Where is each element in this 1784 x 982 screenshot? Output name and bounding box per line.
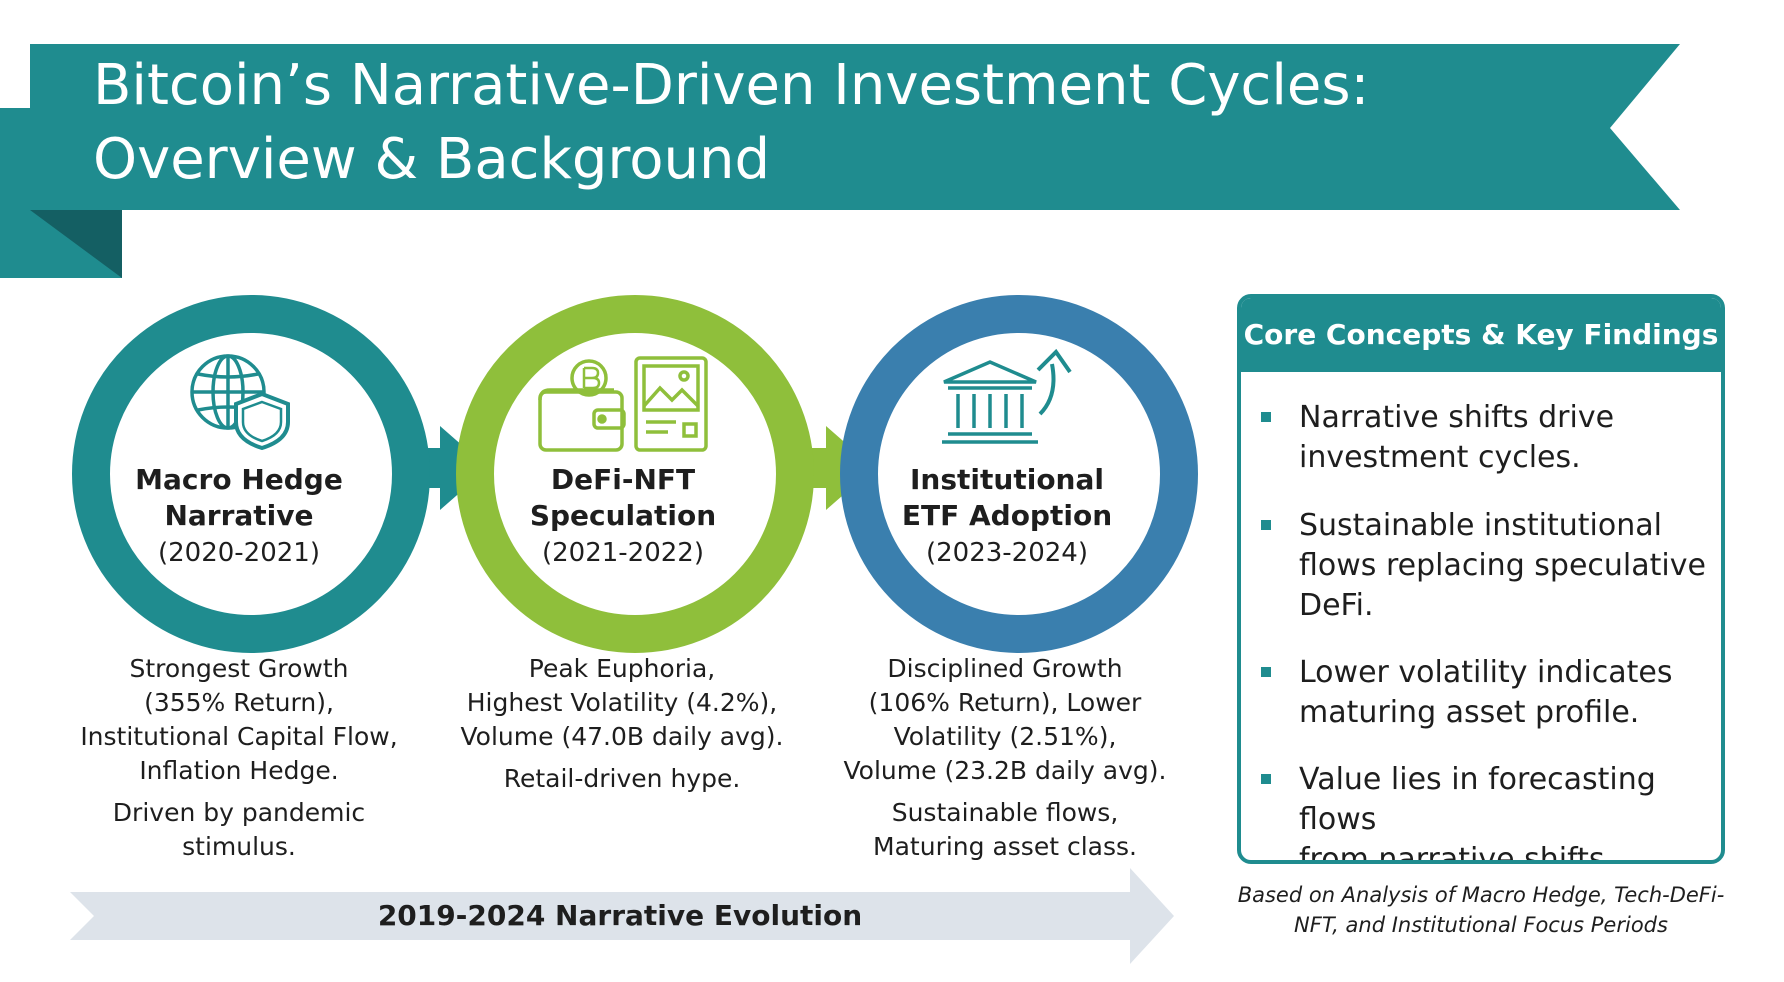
cycle-description-defi-nft: Peak Euphoria, Highest Volatility (4.2%)…: [452, 652, 792, 796]
wallet-nft-icon: [538, 356, 708, 452]
cycle-name-defi-nft: DeFi-NFT Speculation: [503, 462, 743, 534]
page-title-line-1: Bitcoin’s Narrative-Driven Investment Cy…: [93, 53, 1370, 118]
cycle-description-institutional-etf: Disciplined Growth (106% Return), Lower …: [835, 652, 1175, 864]
description-main: Peak Euphoria, Highest Volatility (4.2%)…: [460, 654, 784, 751]
page-title-line-2: Overview & Background: [93, 127, 771, 192]
timeline-arrow: [70, 868, 1174, 964]
cycle-name-line-1: DeFi-NFT: [550, 463, 696, 496]
cycle-period-macro-hedge: (2020-2021): [157, 538, 320, 568]
cycle-name-line-1: Macro Hedge: [135, 463, 343, 496]
finding-text: Sustainable institutional flows replacin…: [1299, 508, 1706, 623]
globe-shield-icon: [190, 354, 290, 450]
banner-ribbon: [30, 44, 1680, 210]
findings-panel-header: [1241, 298, 1721, 372]
description-extra: Sustainable flows, Maturing asset class.: [873, 798, 1137, 861]
bullet-icon: [1261, 667, 1271, 677]
bullet-icon: [1261, 412, 1271, 422]
banner-fold-shadow: [30, 210, 122, 278]
cycle-name-line-2: Narrative: [164, 499, 314, 532]
cycle-name-line-1: Institutional: [910, 463, 1104, 496]
title-banner: [0, 44, 1680, 278]
description-main: Disciplined Growth (106% Return), Lower …: [843, 654, 1167, 785]
findings-panel: Core Concepts & Key Findings Narrative s…: [1237, 294, 1725, 864]
bank-growth-icon: [942, 348, 1072, 444]
source-note: Based on Analysis of Macro Hedge, Tech-D…: [1237, 883, 1725, 937]
bullet-icon: [1261, 774, 1271, 784]
cycle-name-line-2: Speculation: [529, 499, 717, 532]
finding-text: Narrative shifts drive investment cycles…: [1299, 400, 1615, 475]
findings-panel-title: Core Concepts & Key Findings: [1243, 318, 1719, 351]
finding-text: Value lies in forecasting flows from nar…: [1299, 762, 1656, 864]
timeline-label: 2019-2024 Narrative Evolution: [377, 899, 863, 932]
cycle-name-line-2: ETF Adoption: [901, 499, 1113, 532]
cycle-period-defi-nft: (2021-2022): [541, 538, 704, 568]
finding-text: Lower volatility indicates maturing asse…: [1299, 655, 1673, 730]
cycle-description-macro-hedge: Strongest Growth (355% Return), Institut…: [69, 652, 409, 864]
description-extra: Driven by pandemic stimulus.: [112, 798, 366, 861]
cycle-period-institutional-etf: (2023-2024): [925, 538, 1088, 568]
bullet-icon: [1261, 520, 1271, 530]
description-extra: Retail-driven hype.: [503, 764, 741, 793]
description-main: Strongest Growth (355% Return), Institut…: [80, 654, 398, 785]
cycle-name-institutional-etf: Institutional ETF Adoption: [887, 462, 1127, 534]
cycle-name-macro-hedge: Macro Hedge Narrative: [119, 462, 359, 534]
